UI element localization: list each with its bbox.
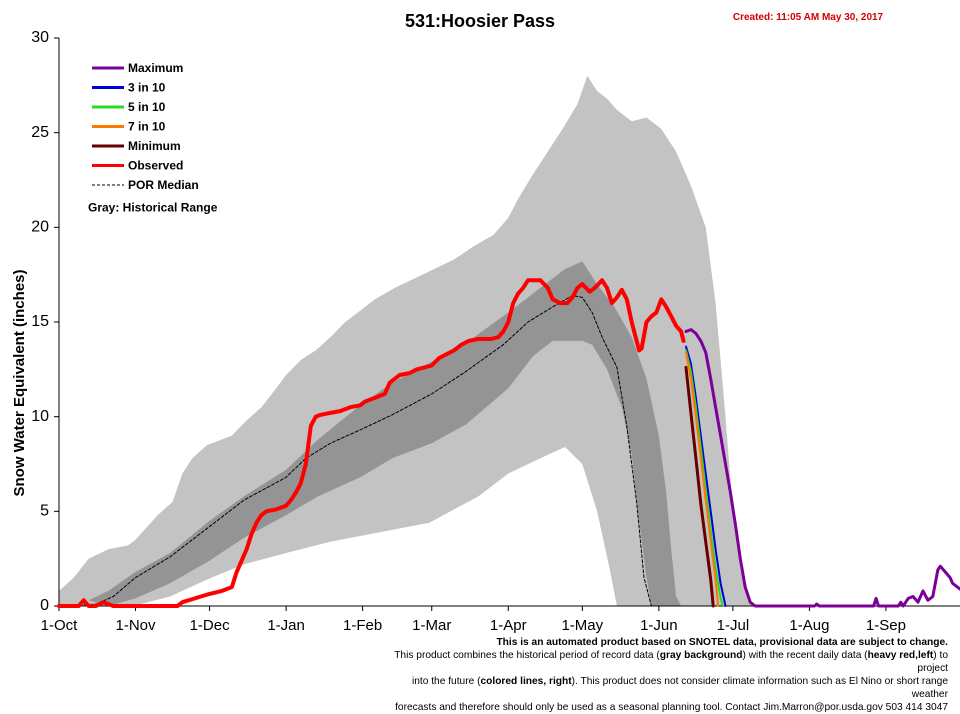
x-tick-label: 1-Dec: [190, 617, 231, 634]
x-tick-label: 1-Sep: [866, 617, 906, 634]
x-tick-label: 1-Jun: [640, 617, 678, 634]
footer-line-4: forecasts and therefore should only be u…: [395, 702, 948, 713]
series-line-minimum: [684, 365, 715, 608]
series-line-3-in-10: [685, 345, 727, 607]
series-line-por-median: [58, 295, 652, 607]
series-line-7-in-10: [685, 351, 720, 607]
x-tick-label: 1-Aug: [789, 617, 829, 634]
footer-line-3: into the future (colored lines, right). …: [411, 676, 948, 700]
legend-historical-note: Gray: Historical Range: [88, 201, 218, 215]
historical-range-band: [59, 75, 756, 606]
y-tick-label: 0: [40, 597, 49, 614]
y-tick-label: 25: [31, 124, 49, 141]
footer-line-2: This product combines the historical per…: [394, 650, 948, 674]
series-line-5-in-10: [685, 349, 724, 607]
y-tick-label: 15: [31, 313, 49, 330]
legend-label: Minimum: [128, 139, 181, 153]
x-tick-label: 1-Nov: [116, 617, 157, 634]
footer-line-1: This is an automated product based on SN…: [496, 637, 948, 648]
footer-notes: This is an automated product based on SN…: [388, 636, 948, 714]
x-tick-label: 1-Feb: [343, 617, 382, 634]
y-axis-label: Snow Water Equivalent (inches): [11, 270, 28, 497]
y-tick-label: 20: [31, 219, 49, 236]
legend-label: POR Median: [128, 178, 199, 192]
x-tick-label: 1-May: [561, 617, 603, 634]
chart-title: 531:Hoosier Pass: [405, 11, 555, 31]
plot-area: 0 5 10 15 20 25 30 1-Oct 1-Nov 1-Dec 1-Jan 1-Feb 1-M…: [31, 29, 960, 634]
series-line-observed: [57, 278, 686, 608]
x-tick-label: 1-Mar: [412, 617, 451, 634]
series-line-maximum: [684, 328, 960, 608]
x-tick-label: 1-Apr: [490, 617, 527, 634]
legend-label: 5 in 10: [128, 100, 166, 114]
legend-label: Observed: [128, 159, 183, 173]
legend-label: Maximum: [128, 61, 183, 75]
y-tick-label: 10: [31, 408, 49, 425]
created-timestamp: Created: 11:05 AM May 30, 2017: [733, 12, 884, 23]
x-tick-label: 1-Oct: [41, 617, 79, 634]
interquartile-range-band: [88, 261, 682, 606]
y-tick-label: 5: [40, 503, 49, 520]
x-tick-label: 1-Jul: [717, 617, 750, 634]
legend-label: 3 in 10: [128, 81, 166, 95]
legend-label: 7 in 10: [128, 120, 166, 134]
legend: Maximum 3 in 10 5 in 10 7 in 10 Minimum Obser…: [88, 61, 218, 215]
y-tick-label: 30: [31, 29, 49, 46]
x-tick-label: 1-Jan: [267, 617, 305, 634]
